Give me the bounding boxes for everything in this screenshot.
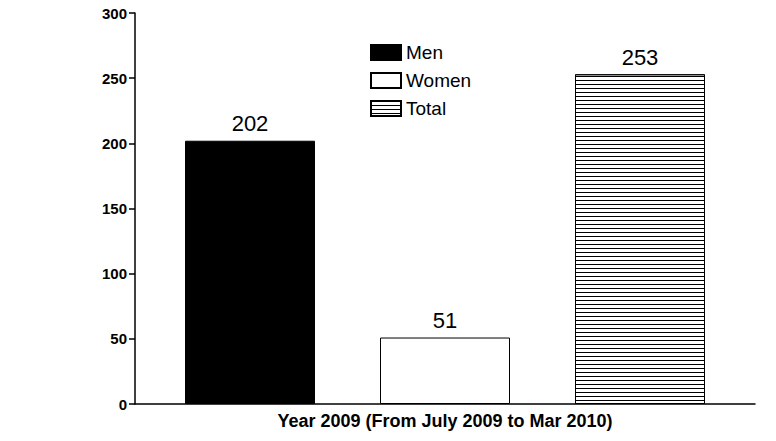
svg-text:100: 100 [102, 265, 127, 282]
svg-text:202: 202 [232, 111, 269, 136]
svg-text:200: 200 [102, 135, 127, 152]
svg-text:0: 0 [119, 396, 127, 413]
svg-text:Total: Total [406, 98, 446, 119]
svg-text:300: 300 [102, 5, 127, 22]
svg-text:50: 50 [110, 330, 127, 347]
svg-text:150: 150 [102, 200, 127, 217]
svg-text:Year 2009 (From July 2009 to M: Year 2009 (From July 2009 to Mar 2010) [277, 411, 612, 431]
svg-text:253: 253 [622, 45, 659, 70]
svg-text:Women: Women [406, 70, 471, 91]
svg-text:Men: Men [406, 42, 443, 63]
svg-text:250: 250 [102, 70, 127, 87]
svg-text:51: 51 [433, 308, 457, 333]
